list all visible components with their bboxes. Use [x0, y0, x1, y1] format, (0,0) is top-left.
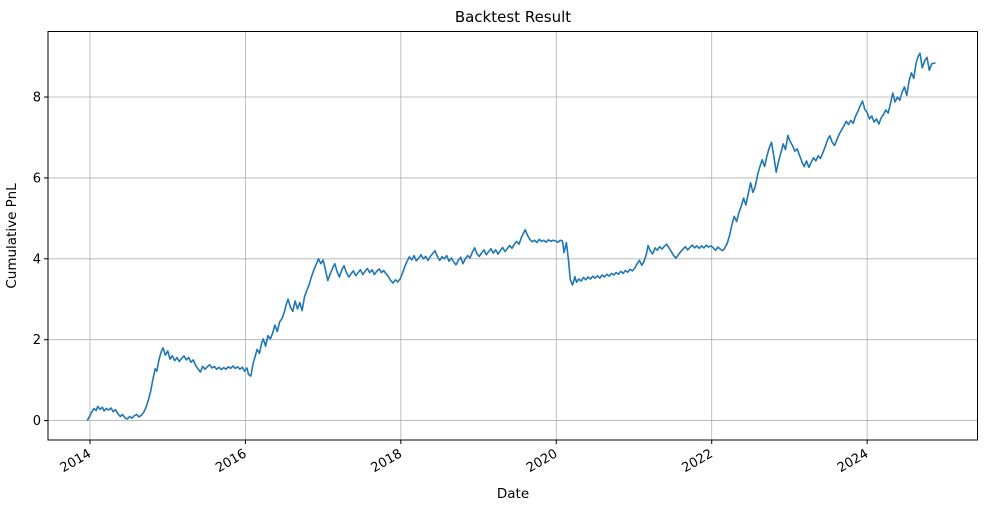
cumulative-pnl-line: [86, 52, 936, 421]
plot-border: [47, 31, 978, 441]
x-tick-label: 2024: [835, 446, 871, 476]
y-tick-label: 6: [33, 171, 41, 186]
axis-tick-labels: 2014 2016 2018 2020 2022 2024 0 2 4 6 8: [33, 91, 871, 476]
x-axis-label: Date: [497, 486, 529, 502]
y-tick-label: 2: [33, 333, 41, 348]
x-tick-label: 2022: [680, 446, 716, 476]
x-tick-label: 2014: [58, 446, 94, 476]
y-tick-label: 4: [33, 252, 41, 267]
y-tick-label: 8: [33, 91, 41, 106]
grid-lines: [48, 31, 978, 440]
chart-title: Backtest Result: [455, 8, 571, 26]
y-tick-label: 0: [33, 414, 41, 429]
y-axis-label: Cumulative PnL: [4, 183, 20, 289]
x-tick-label: 2020: [524, 446, 560, 476]
x-tick-label: 2016: [213, 446, 249, 476]
x-tick-label: 2018: [369, 446, 405, 476]
axis-tick-marks: [44, 96, 868, 444]
